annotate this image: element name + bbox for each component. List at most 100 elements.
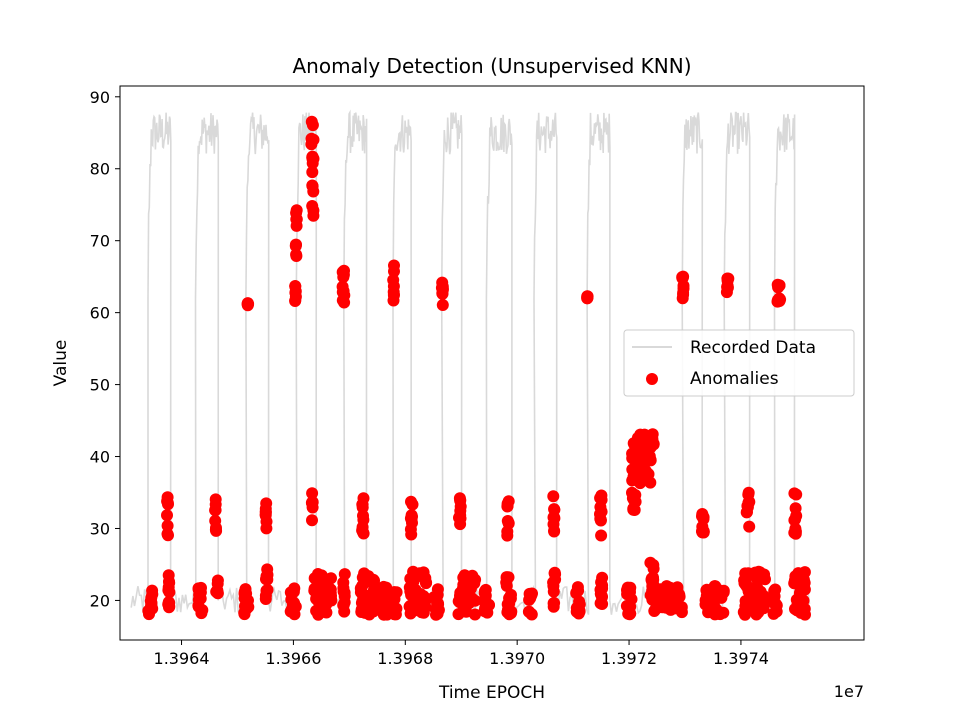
x-tick-label: 1.3966	[265, 649, 321, 668]
anomaly-point	[595, 489, 608, 502]
y-axis-label: Value	[51, 340, 71, 387]
plot-frame	[119, 85, 865, 641]
anomaly-point	[306, 150, 319, 163]
anomaly-point	[431, 607, 444, 620]
legend-anomaly-swatch	[646, 373, 658, 385]
series-recorded-data-line	[130, 109, 811, 617]
y-tick-label: 50	[90, 376, 110, 395]
legend-box	[623, 329, 855, 397]
anomaly-point	[708, 580, 721, 593]
anomaly-point	[743, 495, 756, 508]
anomaly-point	[259, 505, 272, 518]
anomaly-point	[306, 487, 319, 500]
anomaly-point	[647, 562, 660, 575]
anomaly-point	[626, 486, 638, 499]
anomaly-point	[405, 509, 418, 522]
anomaly-point	[644, 453, 657, 466]
anomaly-point	[259, 589, 272, 602]
x-tick-label: 1.3964	[154, 649, 210, 668]
anomaly-point	[195, 607, 208, 620]
anomaly-point	[306, 200, 319, 212]
anomaly-point	[406, 498, 419, 511]
anomaly-point	[241, 299, 254, 312]
anomaly-point	[788, 577, 801, 590]
anomaly-point	[769, 597, 782, 610]
anomaly-point	[771, 294, 784, 306]
anomaly-point	[710, 603, 723, 616]
anomaly-point	[211, 574, 224, 587]
anomaly-point	[409, 570, 422, 583]
anomaly-point	[320, 598, 333, 611]
anomaly-point	[525, 608, 538, 621]
anomaly-point	[788, 487, 801, 500]
anomaly-point	[357, 492, 370, 505]
anomaly-point	[315, 571, 328, 584]
anomaly-point	[479, 583, 492, 596]
anomaly-point	[239, 583, 252, 596]
anomaly-point	[260, 570, 273, 583]
anomaly-point	[431, 583, 444, 596]
anomaly-point	[388, 265, 400, 278]
legend-anomaly-label: Anomalies	[690, 369, 779, 389]
y-tick-label: 70	[90, 232, 110, 251]
anomaly-point	[699, 598, 712, 611]
anomaly-point	[305, 132, 318, 145]
anomaly-point	[653, 593, 666, 605]
anomaly-point	[697, 513, 710, 525]
anomaly-point	[240, 603, 253, 616]
anomaly-point	[548, 503, 561, 516]
anomaly-point	[635, 473, 648, 486]
anomaly-point	[310, 604, 323, 617]
anomaly-point	[624, 581, 637, 594]
anomaly-point	[193, 588, 206, 601]
anomaly-point	[458, 569, 471, 582]
legend-recorded-label: Recorded Data	[690, 338, 816, 358]
anomaly-point	[697, 526, 710, 539]
anomaly-point	[595, 529, 608, 542]
anomaly-point	[389, 608, 402, 621]
y-axis: 20 30 40 50 60 70 80 90	[90, 88, 120, 610]
anomaly-point	[648, 605, 661, 617]
anomaly-point	[789, 603, 801, 615]
y-tick-label: 90	[90, 88, 110, 107]
anomaly-point	[161, 495, 174, 508]
anomaly-point	[505, 605, 518, 618]
x-axis-offset-label: 1e7	[834, 682, 864, 701]
anomaly-point	[377, 587, 390, 600]
anomaly-point	[547, 490, 560, 503]
anomaly-point	[356, 501, 369, 514]
anomaly-point	[595, 505, 608, 518]
anomaly-point	[668, 602, 681, 615]
anomaly-point	[789, 502, 802, 515]
anomaly-point	[547, 580, 560, 592]
y-tick-label: 60	[90, 304, 110, 323]
anomaly-point	[388, 586, 401, 599]
x-tick-label: 1.3972	[601, 649, 657, 668]
anomaly-point	[798, 566, 811, 579]
y-tick-label: 80	[90, 160, 110, 179]
anomaly-point	[788, 514, 801, 527]
anomaly-point	[501, 525, 514, 538]
anomaly-point	[359, 606, 372, 619]
anomaly-point	[671, 583, 684, 596]
anomaly-point	[798, 583, 811, 596]
anomaly-point	[403, 600, 416, 613]
anomaly-point	[211, 587, 224, 600]
x-axis: 1.3964 1.3966 1.3968 1.3970 1.3972 1.3974	[154, 640, 769, 668]
anomaly-point	[210, 521, 222, 534]
anomaly-point	[290, 248, 303, 261]
anomaly-point	[677, 286, 690, 299]
anomaly-point	[338, 296, 351, 309]
anomaly-point	[721, 274, 734, 287]
anomaly-point	[749, 589, 762, 602]
anomaly-point	[143, 608, 155, 621]
anomaly-point	[286, 599, 299, 611]
anomaly-point	[404, 523, 417, 536]
anomaly-point	[290, 213, 303, 226]
anomaly-point	[549, 568, 562, 581]
anomaly-point	[307, 209, 320, 222]
anomaly-point	[501, 500, 514, 512]
anomaly-point	[570, 605, 583, 618]
anomaly-point	[741, 568, 754, 581]
